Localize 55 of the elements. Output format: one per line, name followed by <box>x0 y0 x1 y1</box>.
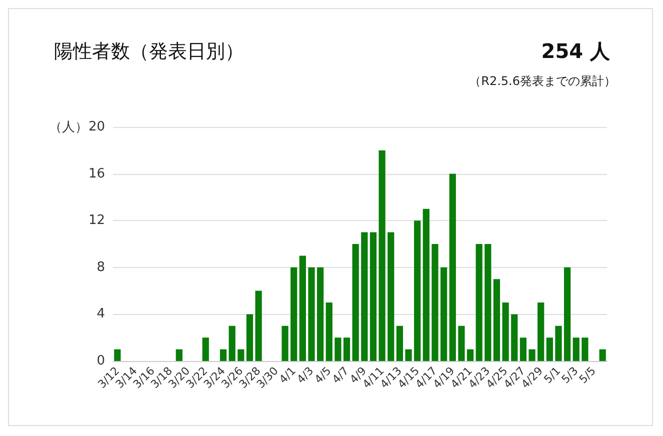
bar <box>246 314 254 361</box>
bar <box>546 338 553 361</box>
bar <box>352 244 359 361</box>
bar <box>572 338 580 361</box>
bar <box>458 326 465 361</box>
bar <box>334 338 342 361</box>
bar <box>440 267 448 361</box>
bar <box>282 326 288 361</box>
bar <box>388 232 394 361</box>
bar <box>520 338 527 361</box>
bar <box>511 314 518 361</box>
bar <box>493 279 500 361</box>
bar <box>422 208 430 361</box>
bar <box>114 349 121 361</box>
bar <box>343 338 350 361</box>
bar <box>378 150 386 361</box>
bar <box>405 349 412 361</box>
bar <box>370 232 377 361</box>
bar <box>176 349 182 361</box>
y-tick-label: 16 <box>88 166 105 182</box>
bar <box>299 256 306 361</box>
y-axis-title: （人） <box>49 120 88 135</box>
y-tick-label: 20 <box>88 120 105 134</box>
chart-title: 陽性者数（発表日別） <box>54 40 244 62</box>
bar <box>290 267 298 361</box>
bar <box>476 244 482 361</box>
bar <box>555 326 562 361</box>
text: （R2.5.6発表までの累計） <box>469 74 616 88</box>
bar <box>599 349 606 361</box>
bar <box>316 267 324 361</box>
bar <box>432 244 438 361</box>
bar <box>255 290 262 361</box>
text: 254 人 <box>541 39 611 63</box>
bar <box>228 326 236 361</box>
bar <box>484 244 492 361</box>
bar <box>308 267 315 361</box>
y-tick-label: 4 <box>96 306 105 322</box>
bar <box>220 349 227 361</box>
bar <box>528 349 536 361</box>
bar <box>414 220 421 361</box>
bar <box>502 302 509 361</box>
x-tick-label: 5/5 <box>576 364 598 386</box>
bar <box>396 326 404 361</box>
bar <box>202 338 209 361</box>
bar <box>326 302 332 361</box>
bar <box>466 349 474 361</box>
bar <box>538 302 544 361</box>
y-tick-label: 8 <box>96 260 105 275</box>
bar <box>238 349 244 361</box>
bar <box>361 232 368 361</box>
y-tick-label: 0 <box>96 354 105 368</box>
y-tick-label: 12 <box>88 213 105 228</box>
bar <box>582 338 588 361</box>
bar <box>564 267 571 361</box>
bar <box>449 174 456 361</box>
